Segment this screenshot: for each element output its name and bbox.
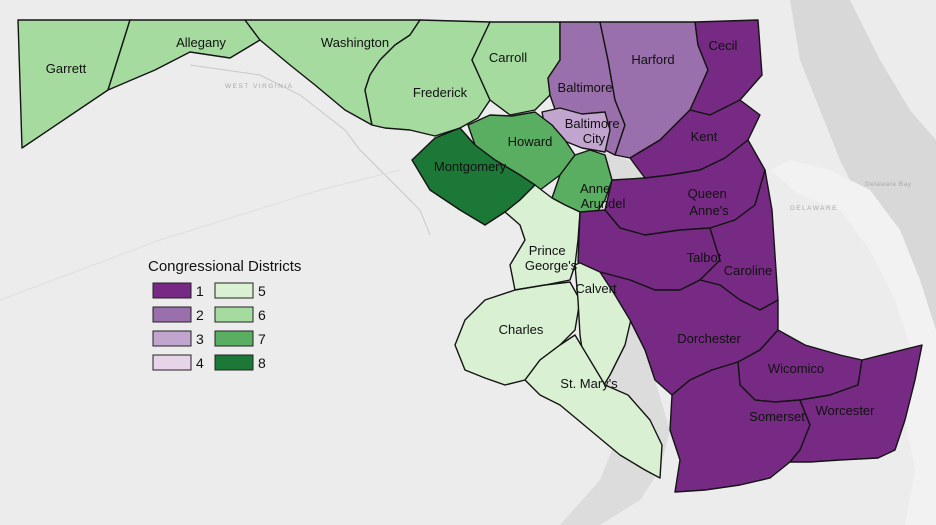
legend-label-3: 3	[196, 331, 204, 347]
county-label-dorchester: Dorchester	[677, 331, 741, 346]
legend-item-3: 3	[152, 330, 204, 347]
county-label-st-marys: St. Mary's	[560, 376, 618, 391]
county-label-garrett: Garrett	[46, 61, 87, 76]
legend-title: Congressional Districts	[148, 258, 301, 275]
legend-swatch-5	[214, 282, 254, 299]
legend-label-6: 6	[258, 307, 266, 323]
county-label-harford: Harford	[631, 52, 674, 67]
delaware-bay-label: Delaware Bay	[865, 181, 912, 188]
county-label-baltimore: Baltimore	[558, 80, 613, 95]
legend-label-2: 2	[196, 307, 204, 323]
delaware-land	[770, 160, 936, 525]
county-label-kent: Kent	[691, 129, 718, 144]
county-label-calvert: Calvert	[575, 281, 617, 296]
county-layer	[17, 19, 923, 493]
county-label-queen-annes-line1: Queen	[688, 186, 727, 201]
legend-label-5: 5	[258, 283, 266, 299]
legend-swatch-6	[214, 306, 254, 323]
county-label-anne-arundel: Anne Arundel	[580, 181, 626, 211]
legend-label-1: 1	[196, 283, 204, 299]
county-label-queen-annes: Queen Anne's	[688, 186, 731, 218]
legend-item-8: 8	[214, 354, 266, 371]
county-label-somerset: Somerset	[749, 409, 805, 424]
west-virginia-label: WEST VIRGINIA	[225, 83, 294, 90]
legend: Congressional Districts 1 2 3 4 5 6 7	[148, 258, 301, 371]
county-label-carroll: Carroll	[489, 50, 527, 65]
county-label-baltimore-city: Baltimore City	[565, 116, 624, 146]
legend-item-1: 1	[152, 282, 204, 299]
legend-swatch-4	[152, 354, 192, 371]
delaware-label: DELAWARE	[790, 205, 838, 212]
wv-border-line	[189, 64, 431, 236]
legend-item-6: 6	[214, 306, 266, 323]
road-line	[0, 169, 401, 301]
legend-swatch-7	[214, 330, 254, 347]
county-st-marys	[524, 334, 663, 479]
legend-item-7: 7	[214, 330, 266, 347]
legend-swatch-3	[152, 330, 192, 347]
county-label-frederick: Frederick	[413, 85, 468, 100]
legend-item-5: 5	[214, 282, 266, 299]
county-label-cecil: Cecil	[709, 38, 738, 53]
legend-swatch-8	[214, 354, 254, 371]
county-label-washington: Washington	[321, 35, 389, 50]
county-worcester	[789, 344, 923, 463]
county-charles	[454, 281, 581, 386]
county-label-montgomery: Montgomery	[434, 159, 507, 174]
county-label-anne-arundel-line1: Anne	[580, 181, 610, 196]
county-label-baltimore-city-line2: City	[583, 131, 606, 146]
county-label-caroline: Caroline	[724, 263, 772, 278]
county-label-wicomico: Wicomico	[768, 361, 824, 376]
legend-swatch-1	[152, 282, 192, 299]
legend-swatch-2	[152, 306, 192, 323]
county-label-prince-georges-line2: George's	[525, 258, 578, 273]
county-label-layer: Garrett Allegany Washington Frederick Ca…	[46, 35, 875, 424]
legend-label-7: 7	[258, 331, 266, 347]
county-label-worcester: Worcester	[816, 403, 876, 418]
delaware-bay-water	[790, 0, 936, 525]
county-label-allegany: Allegany	[176, 35, 226, 50]
county-label-talbot: Talbot	[687, 250, 722, 265]
county-label-prince-georges: Prince George's	[525, 243, 578, 273]
legend-label-4: 4	[196, 355, 204, 371]
county-label-anne-arundel-line2: Arundel	[581, 196, 626, 211]
county-label-prince-georges-line1: Prince	[529, 243, 566, 258]
legend-item-4: 4	[152, 354, 204, 371]
county-label-queen-annes-line2: Anne's	[689, 203, 729, 218]
legend-item-2: 2	[152, 306, 204, 323]
county-label-howard: Howard	[508, 134, 553, 149]
county-label-baltimore-city-line1: Baltimore	[565, 116, 620, 131]
county-label-charles: Charles	[499, 322, 544, 337]
legend-label-8: 8	[258, 355, 266, 371]
